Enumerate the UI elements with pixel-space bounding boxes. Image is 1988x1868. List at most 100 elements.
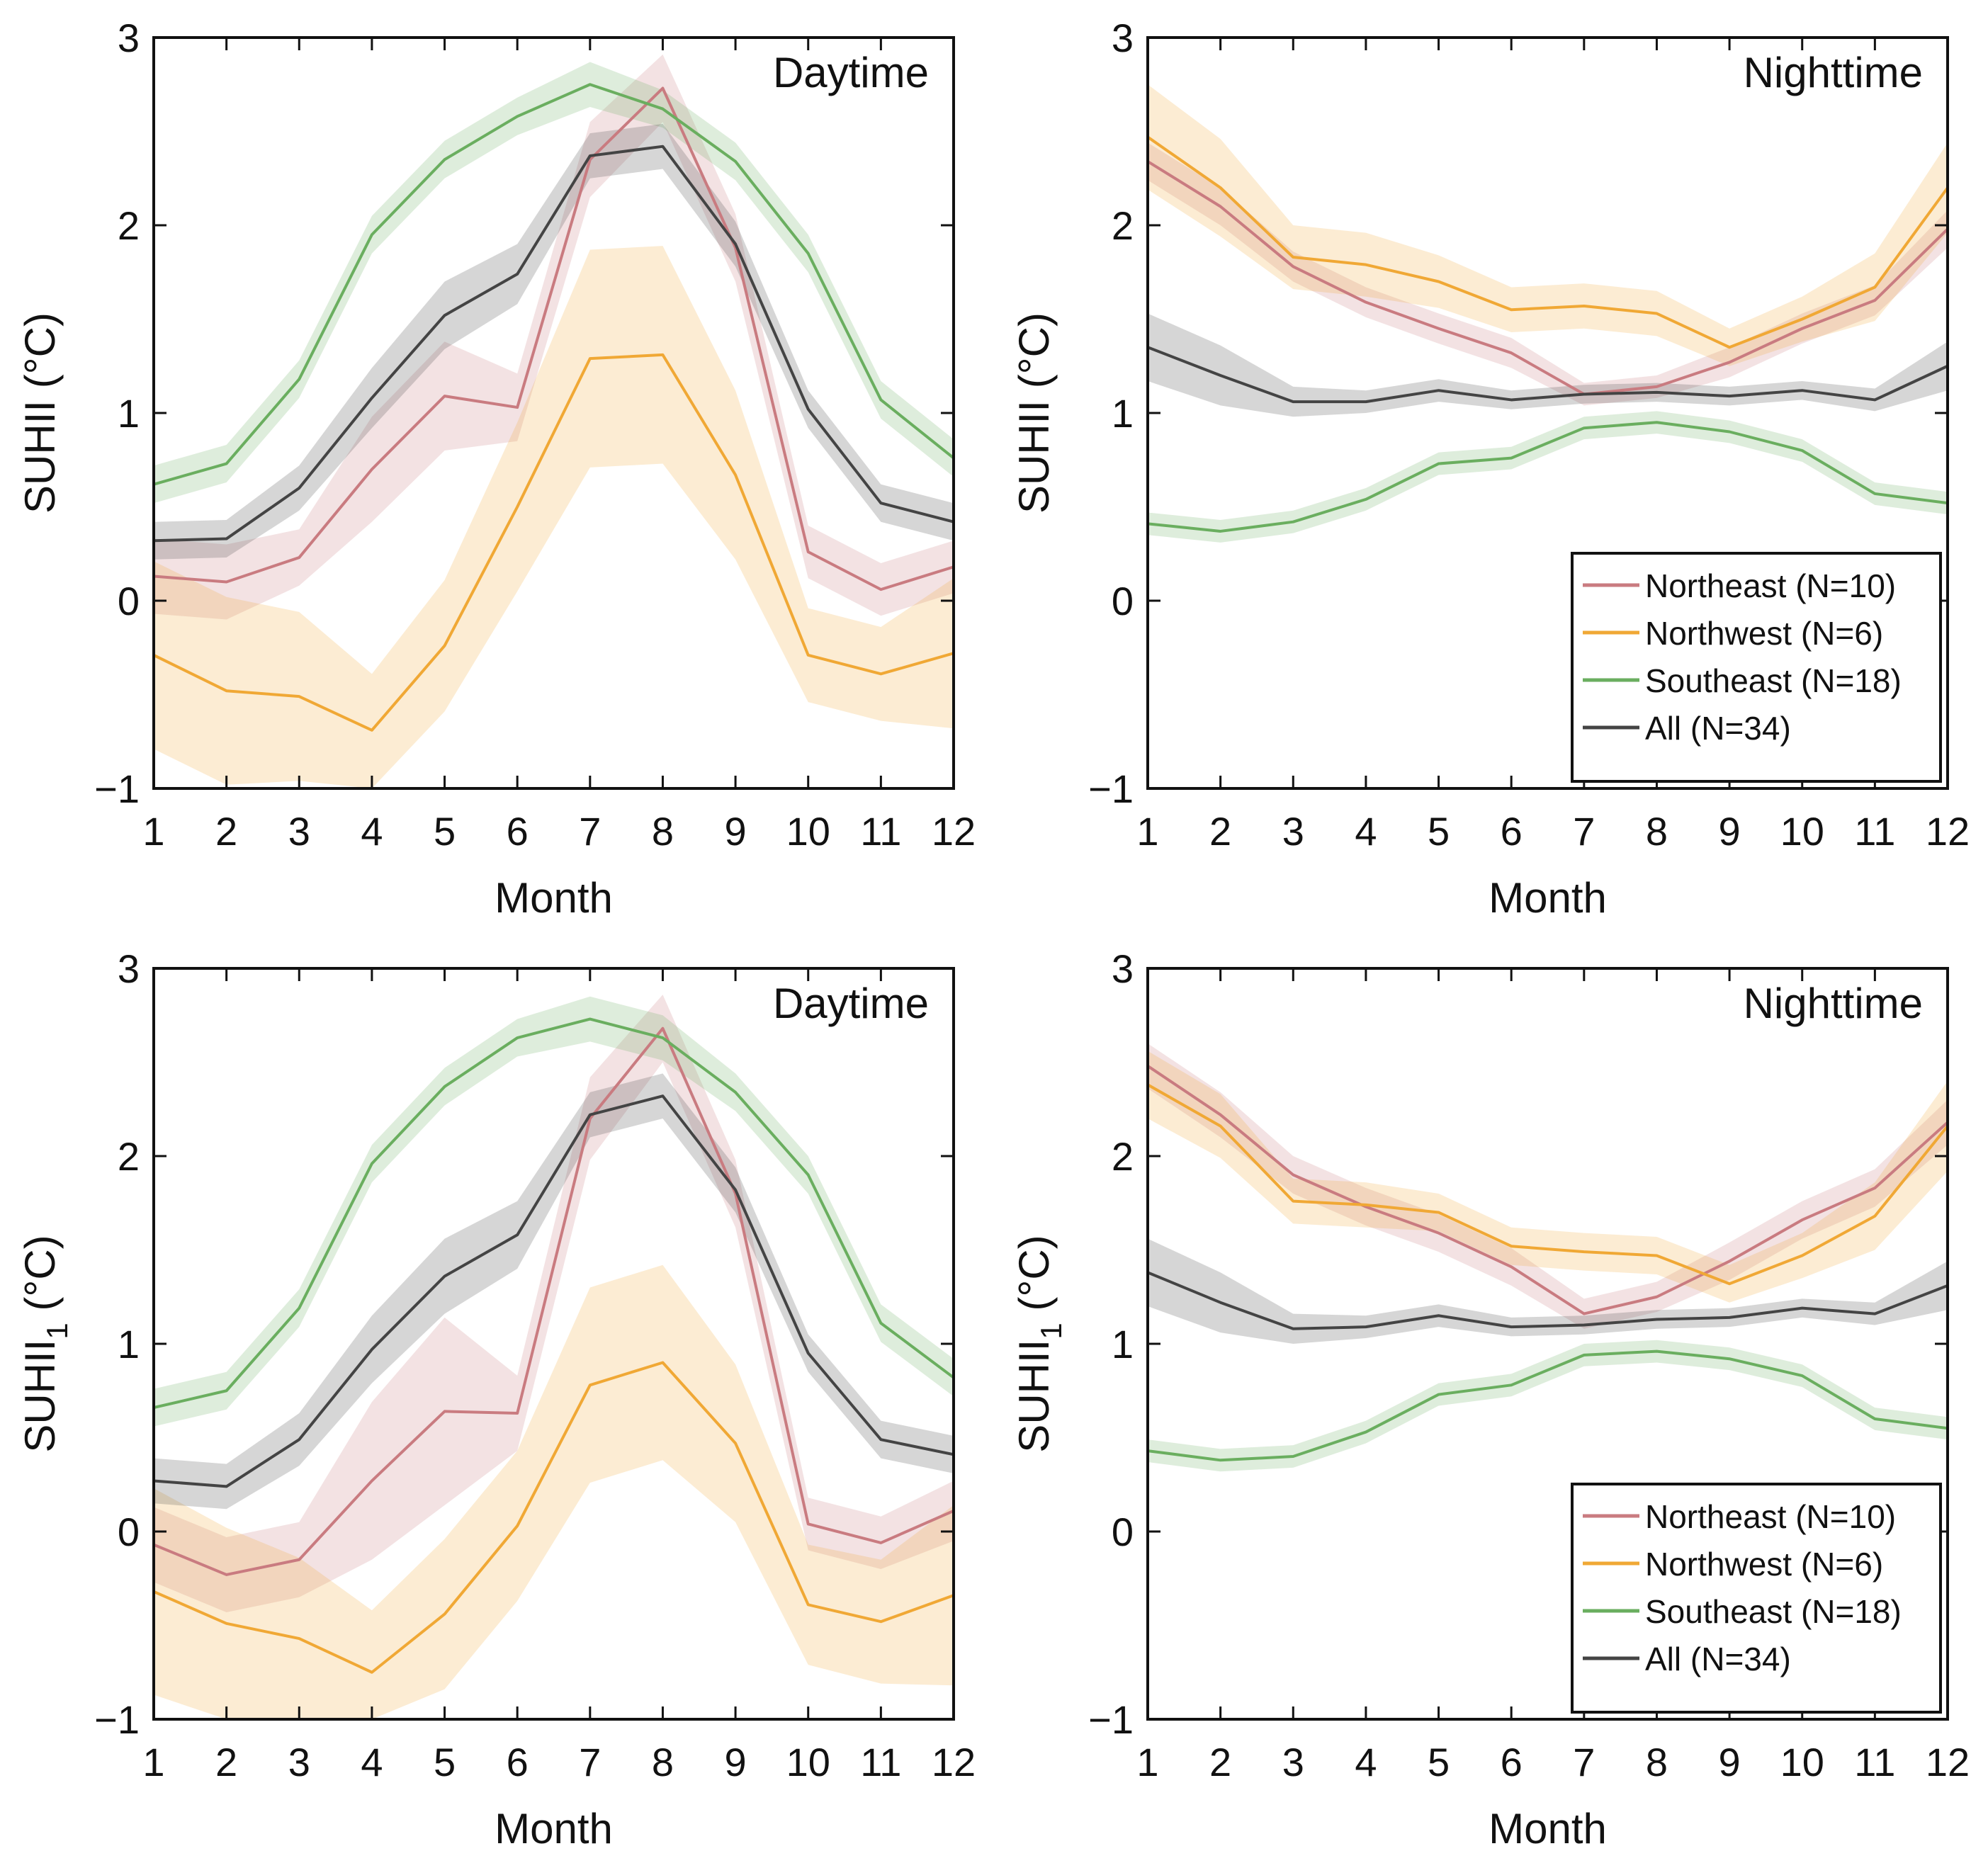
y-tick-label: 0 [1112,579,1134,623]
y-tick-label: 2 [118,1134,140,1179]
band-all [1148,313,1948,417]
x-tick-label: 8 [652,1740,674,1784]
series-line-northwest [1148,1083,1948,1286]
y-tick-label: 3 [1112,946,1134,991]
band-southeast [154,62,954,504]
y-tick-label: 0 [118,579,140,623]
series-line-all [154,145,954,543]
x-tick-label: 11 [1854,1740,1895,1784]
y-tick-label: 1 [118,1322,140,1366]
y-tick-label: 1 [118,391,140,436]
series-line-all [1148,346,1948,404]
x-tick-label: 10 [1780,809,1824,854]
y-tick-label: 2 [1112,203,1134,248]
band-southeast [154,996,954,1427]
y-tick-label: −1 [94,766,140,811]
x-tick-label: 6 [507,809,529,854]
x-tick-label: 9 [1719,809,1741,854]
legend-label: All (N=34) [1645,710,1791,747]
x-tick-label: 8 [1646,1740,1668,1784]
x-tick-label: 1 [142,1740,164,1784]
x-axis-label: Month [1489,1805,1607,1852]
series-line-northwest [1148,135,1948,349]
x-tick-label: 12 [1926,1740,1970,1784]
x-axis-label: Month [495,1805,613,1852]
x-tick-label: 11 [860,809,901,854]
x-tick-label: 3 [1282,1740,1304,1784]
x-axis-label: Month [1489,874,1607,922]
series-line-all [154,1094,954,1488]
x-tick-label: 4 [1355,809,1377,854]
y-tick-label: −1 [1088,766,1134,811]
x-tick-label: 2 [1209,1740,1231,1784]
x-tick-label: 9 [1719,1740,1741,1784]
plot-area [1148,1043,1948,1472]
x-tick-label: 7 [579,1740,601,1784]
x-tick-label: 10 [786,1740,830,1784]
x-tick-label: 3 [288,1740,310,1784]
x-tick-label: 2 [215,1740,237,1784]
x-tick-label: 6 [507,1740,529,1784]
x-tick-label: 10 [786,809,830,854]
series-line-northwest [154,353,954,732]
legend-label: Northeast (N=10) [1645,567,1896,604]
x-tick-label: 4 [361,809,383,854]
y-axis-label: SUHII1 (°C) [16,1235,74,1452]
band-all [1148,1238,1948,1344]
series-line-northeast [1148,160,1948,396]
legend-label: Southeast (N=18) [1645,662,1902,699]
x-tick-label: 5 [1428,1740,1450,1784]
panel-title: Nighttime [1744,980,1923,1027]
band-northwest [1148,84,1948,366]
x-tick-label: 12 [1926,809,1970,854]
y-axis-label: SUHII (°C) [16,312,64,514]
series-line-southeast [154,1017,954,1410]
series-line-northeast [154,86,954,591]
series-line-northeast [1148,1065,1948,1315]
y-tick-label: −1 [1088,1697,1134,1742]
y-tick-label: 3 [1112,16,1134,60]
x-tick-label: 1 [1136,809,1158,854]
plot-area [154,995,954,1719]
x-tick-label: 1 [142,809,164,854]
x-tick-label: 5 [1428,809,1450,854]
y-tick-label: 2 [118,203,140,248]
band-northeast [1148,142,1948,406]
y-tick-label: 1 [1112,1322,1134,1366]
x-tick-label: 7 [1573,809,1595,854]
x-tick-label: 1 [1136,1740,1158,1784]
legend: Northeast (N=10) Northwest (N=6) Southeast… [1571,1483,1942,1714]
y-tick-label: 1 [1112,391,1134,436]
x-axis-label: Month [495,874,613,922]
band-northwest [154,1264,954,1719]
legend-label: Northwest (N=6) [1645,615,1883,652]
band-all [154,1073,954,1510]
y-axis-label-unit: (°C) [1010,1235,1058,1323]
x-tick-label: 11 [860,1740,901,1784]
x-tick-label: 12 [932,809,976,854]
x-tick-label: 8 [1646,809,1668,854]
legend-label: Northeast (N=10) [1645,1498,1896,1535]
band-northwest [1148,1051,1948,1303]
band-northeast [1148,1043,1948,1329]
x-tick-label: 4 [1355,1740,1377,1784]
y-tick-label: 3 [118,946,140,991]
series-line-all [1148,1271,1948,1330]
legend: Northeast (N=10) Northwest (N=6) Southeast… [1571,552,1942,783]
y-tick-label: 0 [118,1510,140,1554]
x-tick-label: 8 [652,809,674,854]
band-all [154,123,954,560]
x-tick-label: 10 [1780,1740,1824,1784]
band-southeast [1148,411,1948,543]
y-tick-label: 3 [118,16,140,60]
series-line-southeast [154,83,954,486]
x-tick-label: 2 [1209,809,1231,854]
y-tick-label: 0 [1112,1510,1134,1554]
y-axis-label-subscript: 1 [1034,1323,1068,1339]
x-tick-label: 4 [361,1740,383,1784]
